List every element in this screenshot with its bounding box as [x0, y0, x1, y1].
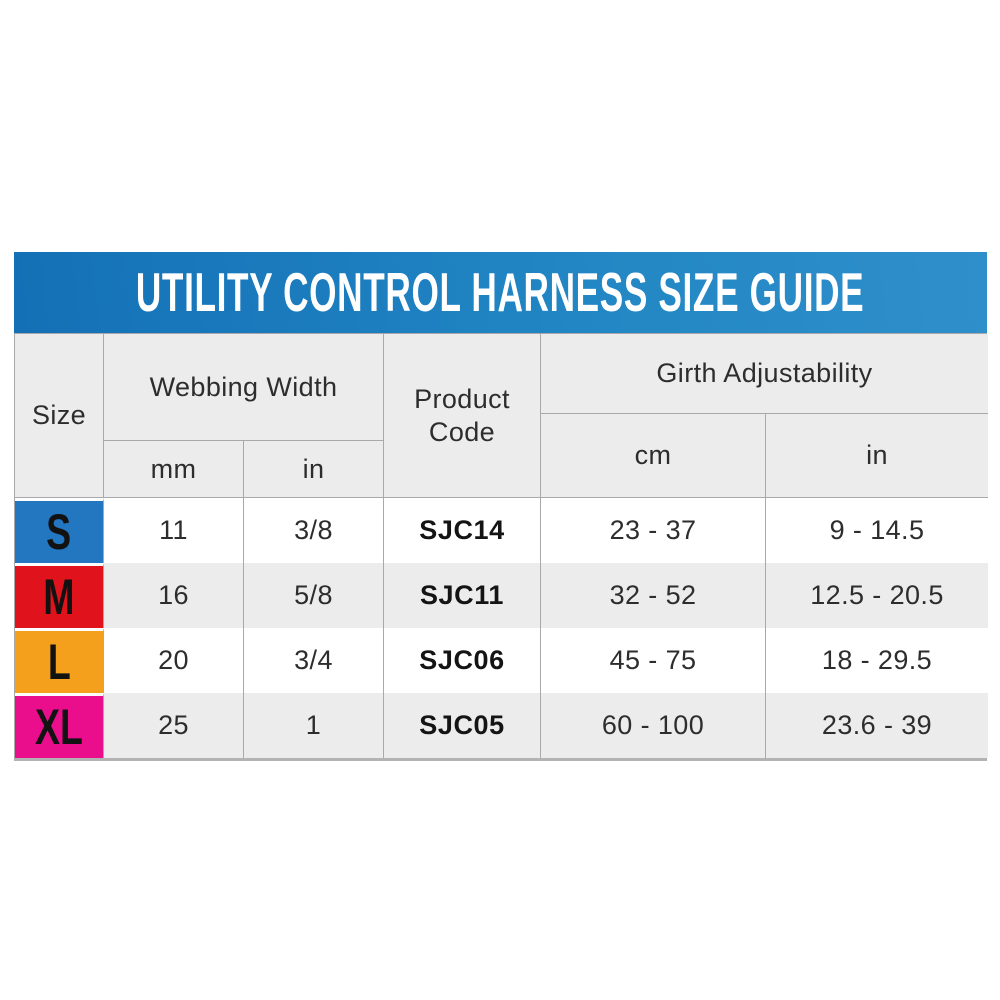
cell-product-code: SJC05	[384, 693, 541, 758]
header-webbing-mm: mm	[104, 441, 244, 498]
cell-webbing-in: 1	[244, 693, 384, 758]
cell-girth-in: 12.5 - 20.5	[766, 563, 988, 628]
cell-girth-cm: 32 - 52	[541, 563, 766, 628]
size-label-xl: XL	[35, 699, 83, 755]
header-webbing-width: Webbing Width	[104, 334, 384, 441]
cell-webbing-in: 3/8	[244, 498, 384, 563]
header-webbing-in: in	[244, 441, 384, 498]
header-girth-adjustability: Girth Adjustability	[541, 334, 988, 414]
header-size: Size	[15, 334, 104, 498]
cell-girth-in: 18 - 29.5	[766, 628, 988, 693]
size-label-s: S	[46, 504, 72, 560]
cell-girth-in: 23.6 - 39	[766, 693, 988, 758]
cell-product-code: SJC14	[384, 498, 541, 563]
cell-girth-cm: 60 - 100	[541, 693, 766, 758]
size-badge-l: L	[15, 628, 104, 693]
size-badge-s: S	[15, 498, 104, 563]
cell-webbing-mm: 20	[104, 628, 244, 693]
cell-girth-in: 9 - 14.5	[766, 498, 988, 563]
header-girth-in: in	[766, 414, 988, 498]
size-label-l: L	[47, 634, 71, 690]
cell-webbing-mm: 25	[104, 693, 244, 758]
header-girth-cm: cm	[541, 414, 766, 498]
cell-girth-cm: 45 - 75	[541, 628, 766, 693]
page-title: UTILITY CONTROL HARNESS SIZE GUIDE	[136, 261, 865, 323]
size-guide-table: Size Webbing Width mm in Product Code Gi…	[14, 333, 988, 761]
cell-girth-cm: 23 - 37	[541, 498, 766, 563]
size-label-m: M	[43, 569, 75, 625]
header-product-code: Product Code	[384, 334, 541, 498]
size-badge-xl: XL	[15, 693, 104, 758]
cell-product-code: SJC06	[384, 628, 541, 693]
cell-product-code: SJC11	[384, 563, 541, 628]
size-badge-m: M	[15, 563, 104, 628]
cell-webbing-in: 5/8	[244, 563, 384, 628]
cell-webbing-mm: 16	[104, 563, 244, 628]
title-banner: UTILITY CONTROL HARNESS SIZE GUIDE	[14, 252, 987, 333]
cell-webbing-mm: 11	[104, 498, 244, 563]
cell-webbing-in: 3/4	[244, 628, 384, 693]
